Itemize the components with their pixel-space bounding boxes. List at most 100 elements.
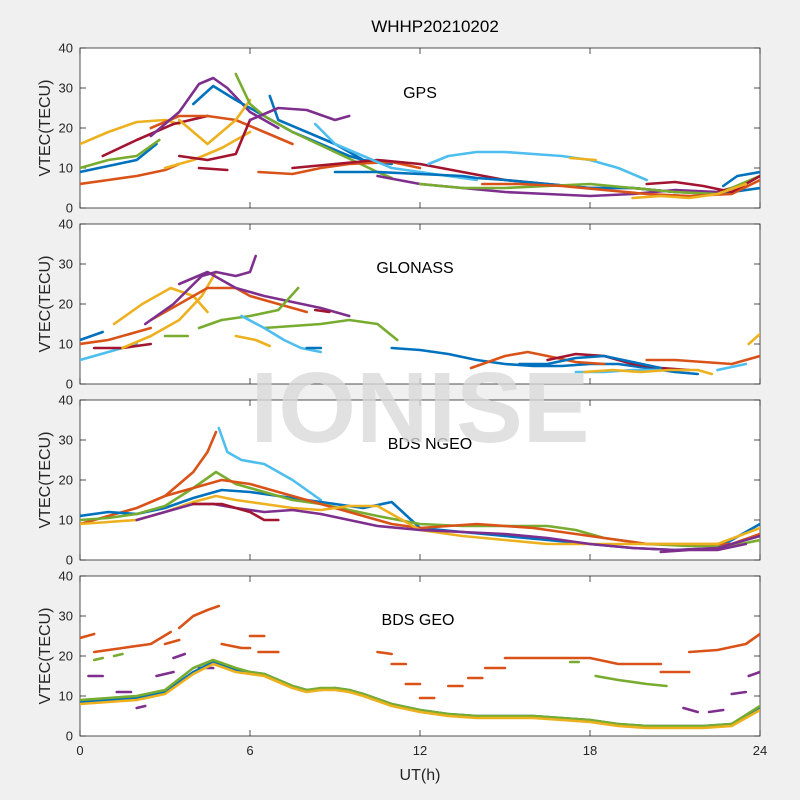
series-line-15: [197, 166, 229, 172]
series-line-16: [313, 308, 331, 314]
y-axis-label: VTEC(TECU): [37, 432, 54, 529]
y-tick-label: 0: [66, 553, 73, 568]
series-line-8: [376, 650, 394, 656]
series-line-22: [418, 174, 760, 196]
figure-title: WHHP20210202: [371, 17, 499, 36]
series-line-1: [80, 632, 96, 640]
x-tick-label: 24: [753, 743, 767, 758]
y-tick-label: 40: [59, 393, 73, 408]
series-line-29: [707, 708, 725, 714]
panel-label: GPS: [403, 85, 437, 102]
y-tick-label: 40: [59, 569, 73, 584]
y-tick-label: 20: [59, 649, 73, 664]
watermark: IONISE: [251, 352, 590, 464]
series-group: [80, 254, 760, 376]
panel-1: 0 10 20 30 40 VTEC(TECU) GPS: [37, 41, 761, 216]
series-line-20: [427, 150, 649, 182]
series-line-22: [582, 368, 714, 376]
series-line-6: [149, 114, 294, 146]
series-line-21: [594, 674, 668, 688]
series-line-26: [172, 652, 187, 660]
series-line-1: [80, 430, 218, 526]
series-line-26: [631, 182, 748, 200]
series-line-2: [80, 326, 153, 346]
series-line-2: [217, 426, 323, 502]
series-line-19: [112, 652, 124, 658]
y-tick-label: 30: [59, 81, 73, 96]
y-tick-label: 30: [59, 257, 73, 272]
panel-label: BDS NGEO: [388, 436, 472, 453]
series-line-18: [469, 350, 606, 370]
series-line-4: [163, 638, 181, 646]
series-line-12: [262, 318, 399, 342]
series-line-14: [248, 106, 351, 122]
y-tick-label: 0: [66, 201, 73, 216]
series-group: [80, 426, 760, 554]
y-tick-label: 10: [59, 161, 73, 176]
series-line-24: [716, 362, 748, 372]
series-line-13: [240, 314, 323, 354]
x-tick-label: 18: [583, 743, 597, 758]
y-tick-label: 0: [66, 729, 73, 744]
series-line-30: [730, 690, 748, 696]
y-tick-label: 30: [59, 433, 73, 448]
series-line-14: [234, 334, 272, 348]
series-line-9: [177, 270, 351, 318]
series-line-28: [682, 706, 700, 714]
y-tick-label: 10: [59, 689, 73, 704]
y-tick-label: 20: [59, 297, 73, 312]
series-line-24: [568, 156, 598, 162]
series-line-34: [80, 662, 760, 730]
series-line-2: [92, 630, 172, 654]
series-line-18: [92, 656, 104, 662]
series-line-24: [135, 704, 147, 710]
series-line-11: [197, 286, 300, 330]
panel-3: 0 10 20 30 40 VTEC(TECU) BDS NGEO: [37, 393, 761, 568]
y-tick-label: 10: [59, 337, 73, 352]
series-line-20: [517, 354, 663, 370]
series-line-3: [177, 604, 221, 630]
panel-2: 0 10 20 30 40 VTEC(TECU) GLONASS: [37, 217, 761, 392]
y-axis-label: VTEC(TECU): [37, 80, 54, 177]
panel-label: BDS GEO: [382, 612, 455, 629]
series-line-17: [687, 632, 760, 654]
y-tick-label: 40: [59, 41, 73, 56]
x-tick-label: 6: [246, 743, 253, 758]
panel-label: GLONASS: [376, 260, 453, 277]
y-tick-label: 20: [59, 121, 73, 136]
series-line-23: [645, 354, 760, 366]
series-line-31: [747, 670, 760, 678]
series-line-11: [163, 130, 252, 170]
y-axis-label: VTEC(TECU): [37, 608, 54, 705]
y-tick-label: 40: [59, 217, 73, 232]
series-line-15: [503, 656, 663, 666]
series-line-2: [80, 142, 158, 174]
y-tick-label: 10: [59, 513, 73, 528]
series-line-9: [659, 542, 748, 554]
series-line-1: [80, 330, 104, 342]
series-line-27: [721, 170, 760, 188]
series-line-33: [80, 658, 760, 728]
x-tick-label: 12: [413, 743, 427, 758]
plot-area: [79, 399, 761, 561]
y-tick-label: 20: [59, 473, 73, 488]
series-line-9: [177, 98, 252, 146]
series-line-12: [177, 118, 252, 162]
series-group: [80, 604, 760, 730]
x-axis-label: UT(h): [400, 767, 441, 784]
y-tick-label: 0: [66, 377, 73, 392]
y-tick-label: 30: [59, 609, 73, 624]
series-line-8: [192, 502, 280, 522]
series-line-25: [155, 670, 175, 678]
series-group: [80, 72, 760, 200]
y-axis-label: VTEC(TECU): [37, 256, 54, 353]
series-line-5: [220, 642, 252, 650]
series-line-17: [390, 346, 700, 376]
x-tick-label: 0: [76, 743, 83, 758]
panels: 0 10 20 30 40 VTEC(TECU) GPS 0 10 20 30 40 VTEC(TECU…: [37, 41, 767, 759]
series-line-7: [149, 76, 280, 138]
panel-4: 0 10 20 30 40 0 6 12 18 24 VTEC(TECU) BDS GEO: [37, 569, 767, 759]
series-line-23: [480, 178, 760, 198]
series-line-8: [143, 254, 257, 326]
